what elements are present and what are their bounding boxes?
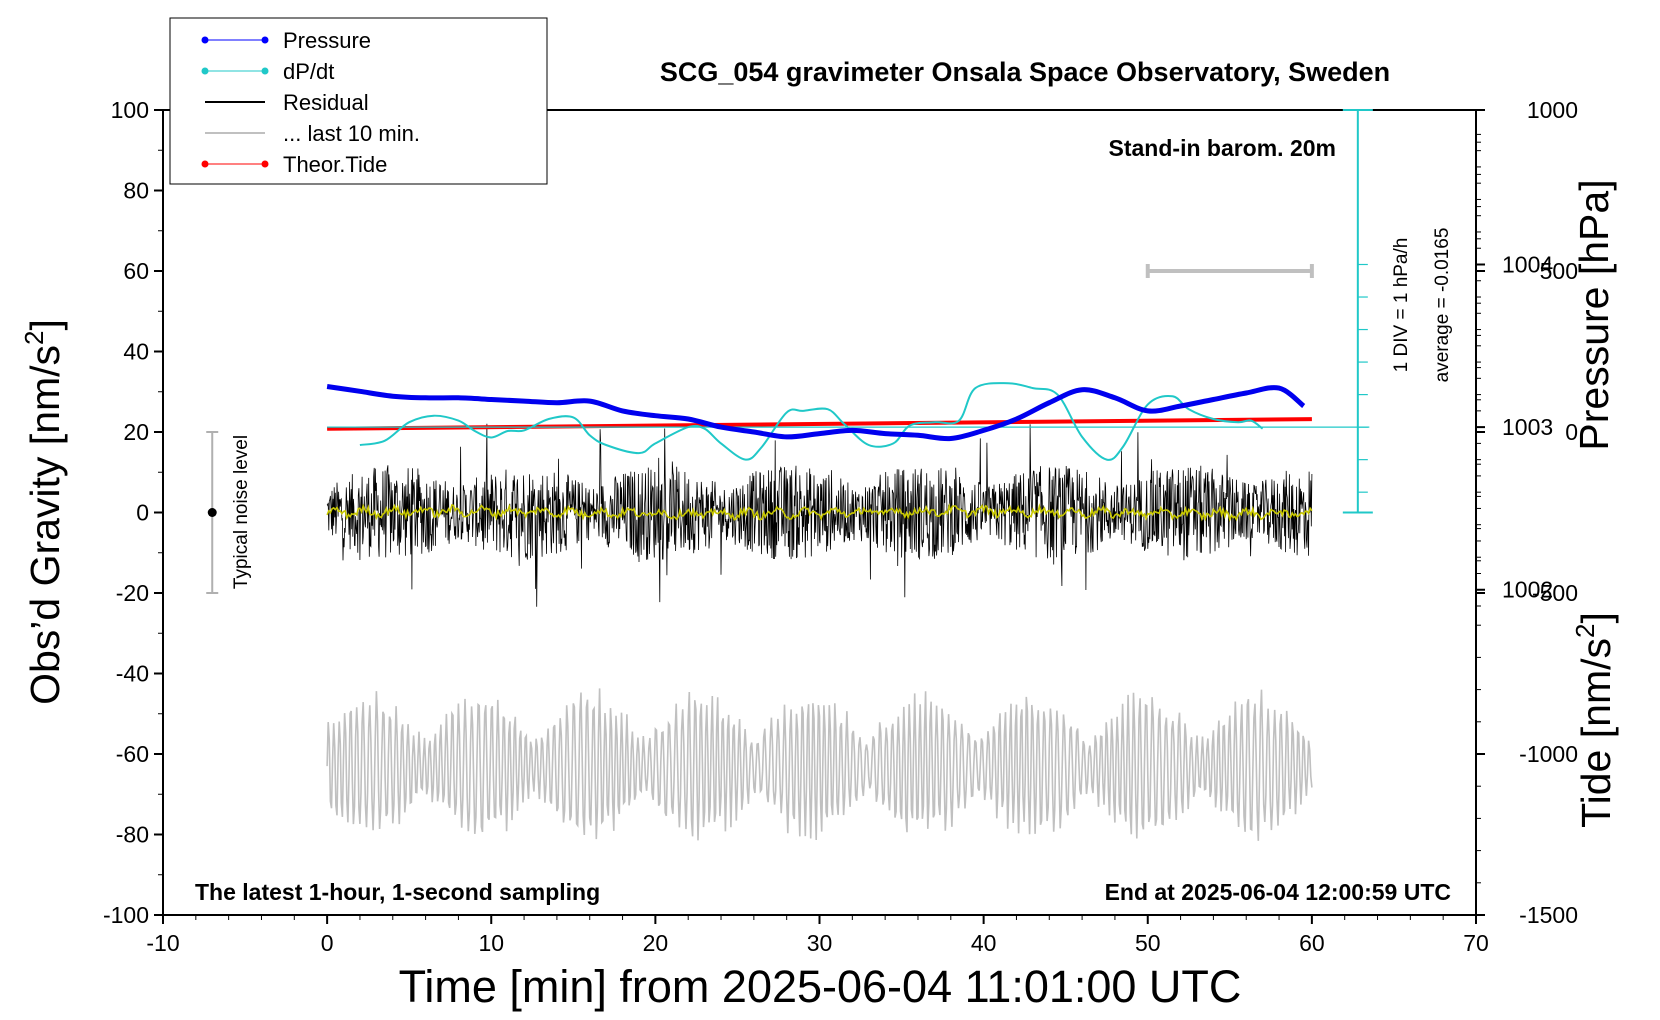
y-tick-label: 80	[123, 178, 149, 204]
residual-series	[326, 423, 1313, 607]
x-tick-label: 20	[643, 930, 669, 956]
y-tick-label: 60	[123, 258, 149, 284]
tide-axis-label-close: ]	[1573, 612, 1619, 623]
pressure-line	[326, 384, 1306, 442]
legend-tide: Theor.Tide	[283, 152, 387, 177]
end-time-note: End at 2025-06-04 12:00:59 UTC	[1105, 879, 1451, 905]
last10-line	[326, 688, 1313, 841]
legend-pressure: Pressure	[283, 28, 371, 53]
pressure-tick-label: 1004	[1502, 251, 1553, 277]
y-tick-label: -60	[116, 741, 149, 767]
x-axis-label: Time [min] from 2025-06-04 11:01:00 UTC	[399, 961, 1242, 1012]
pressure-series	[326, 384, 1306, 442]
y-tick-label: -40	[116, 661, 149, 687]
dpdt-series	[327, 109, 1373, 514]
x-tick-label: 50	[1135, 930, 1161, 956]
legend: Pressure dP/dt Residual ... last 10 min.…	[169, 17, 548, 185]
tide-tick-label: 500	[1540, 258, 1578, 284]
x-tick-label: 30	[807, 930, 833, 956]
y-tick-label: 0	[136, 500, 149, 526]
div-scale-label: 1 DIV = 1 hPa/h	[1391, 238, 1412, 373]
residual-smoothed-line	[326, 502, 1313, 522]
y-axis-label-main: Obs’d Gravity [nm/s	[22, 345, 68, 705]
dpdt-line	[359, 382, 1264, 461]
tide-tick-label: -1500	[1519, 902, 1578, 928]
x-tick-label: 10	[478, 930, 504, 956]
x-tick-label: 0	[321, 930, 334, 956]
tide-tick-label: -500	[1532, 580, 1578, 606]
tide-axis-label-sup: 2	[1570, 624, 1600, 638]
y-axis-label: Obs’d Gravity [nm/s2]	[19, 319, 68, 705]
axis-ticks: -10 0 10 20 30 40 50 60 70-100-80-60-40-20020406…	[103, 97, 1578, 956]
y-tick-label: 40	[123, 339, 149, 365]
tide-tick-label: -1000	[1519, 741, 1578, 767]
tide-tick-label: 1000	[1527, 97, 1578, 123]
noise-bar-center	[207, 508, 217, 517]
y-tick-label: -20	[116, 580, 149, 606]
chart-title: SCG_054 gravimeter Onsala Space Observat…	[660, 57, 1390, 87]
x-tick-label: -10	[146, 930, 179, 956]
noise-level-label: Typical noise level	[231, 435, 252, 589]
x-tick-label: 70	[1463, 930, 1489, 956]
y-axis-label-sup: 2	[19, 330, 49, 344]
pressure-tick-label: 1003	[1502, 414, 1553, 440]
legend-dpdt: dP/dt	[283, 59, 334, 84]
residual-line	[326, 423, 1313, 607]
x-tick-label: 40	[971, 930, 997, 956]
chart-extras	[206, 264, 1314, 594]
average-label: average = -0.0165	[1432, 228, 1453, 383]
pressure-axis-label: Pressure [hPa]	[1571, 179, 1617, 450]
y-tick-label: -80	[116, 822, 149, 848]
pressure-tick-label: 1002	[1502, 577, 1553, 603]
y-tick-label: -100	[103, 902, 149, 928]
y-tick-label: 100	[111, 97, 149, 123]
sampling-note: The latest 1-hour, 1-second sampling	[195, 879, 600, 905]
legend-last10: ... last 10 min.	[283, 121, 420, 146]
tide-axis-label: Tide [nm/s2]	[1570, 612, 1619, 828]
tide-axis-label-main: Tide [nm/s	[1573, 638, 1619, 828]
tide-tick-label: 0	[1565, 419, 1578, 445]
last10-series	[326, 688, 1313, 841]
y-tick-label: 20	[123, 419, 149, 445]
x-tick-label: 60	[1299, 930, 1325, 956]
barometer-note: Stand-in barom. 20m	[1109, 135, 1336, 161]
legend-residual: Residual	[283, 90, 369, 115]
y-axis-label-close: ]	[22, 319, 68, 330]
